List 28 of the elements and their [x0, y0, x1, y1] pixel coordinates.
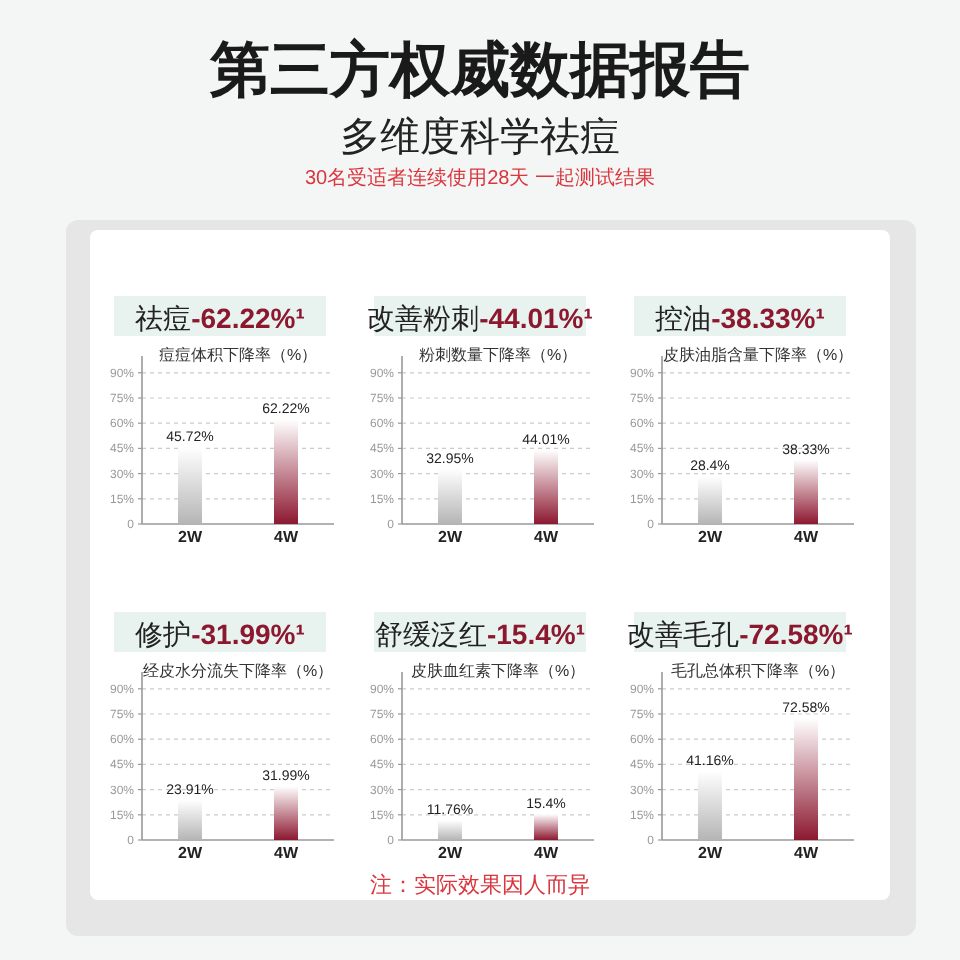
- y-axis-title: 粉刺数量下降率（%）: [418, 346, 578, 364]
- y-axis-title: 痘痘体积下降率（%）: [158, 346, 318, 364]
- x-tick-label: 2W: [438, 844, 463, 862]
- y-axis-title: 皮肤血红素下降率（%）: [410, 662, 586, 680]
- x-tick-label: 2W: [698, 528, 723, 546]
- chart-title: 改善毛孔-72.58%¹: [627, 618, 854, 650]
- text: 30名受适者连续使用28天 一起测试结果: [304, 166, 656, 190]
- text: 第三方权威数据报告: [208, 36, 750, 104]
- x-tick-label: 2W: [698, 844, 723, 862]
- chart-title: 修护-31.99%¹: [135, 618, 306, 650]
- x-tick-label: 4W: [794, 528, 819, 546]
- chart-title: 控油-38.33%¹: [655, 302, 826, 334]
- chart-title: 祛痘-62.22%¹: [135, 302, 306, 334]
- x-tick-label: 2W: [438, 528, 463, 546]
- x-tick-label: 4W: [274, 528, 299, 546]
- x-tick-label: 4W: [274, 844, 299, 862]
- text: 注：实际效果因人而异: [370, 872, 590, 898]
- y-axis-title: 皮肤油脂含量下降率（%）: [662, 346, 854, 364]
- text: 多维度科学祛痘: [340, 116, 620, 160]
- x-tick-label: 2W: [178, 844, 203, 862]
- chart-title: 舒缓泛红-15.4%¹: [374, 618, 586, 650]
- y-axis-title: 经皮水分流失下降率（%）: [142, 662, 334, 680]
- x-tick-label: 2W: [178, 528, 203, 546]
- x-tick-label: 4W: [794, 844, 819, 862]
- x-tick-label: 4W: [534, 528, 559, 546]
- y-axis-title: 毛孔总体积下降率（%）: [670, 662, 846, 680]
- x-tick-label: 4W: [534, 844, 559, 862]
- chart-title: 改善粉刺-44.01%¹: [367, 302, 594, 334]
